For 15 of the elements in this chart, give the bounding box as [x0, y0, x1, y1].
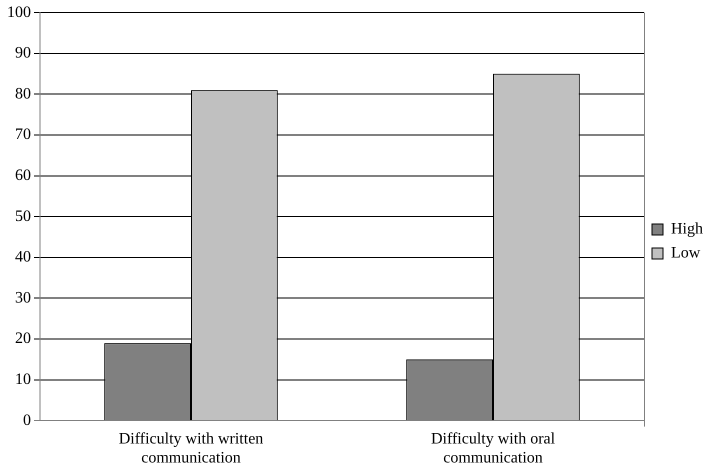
- x-tick-label: Difficulty with written communication: [118, 430, 264, 467]
- legend-label: High: [671, 220, 703, 238]
- y-tick-label: 10: [15, 371, 31, 388]
- y-tick-label: 30: [15, 289, 31, 306]
- legend-label: Low: [671, 244, 701, 262]
- y-tick-label: 100: [7, 4, 31, 21]
- y-tick-label: 90: [15, 44, 31, 62]
- y-tick-label: 60: [15, 167, 31, 184]
- y-tick-label: 40: [15, 248, 31, 266]
- x-tick-label: Difficulty with oral communication: [430, 430, 556, 467]
- y-tick-label: 20: [15, 330, 31, 348]
- y-tick-label: 70: [15, 126, 31, 144]
- y-tick-label: 80: [15, 85, 31, 102]
- y-tick-label: 0: [23, 412, 31, 429]
- y-tick-label: 50: [15, 208, 31, 225]
